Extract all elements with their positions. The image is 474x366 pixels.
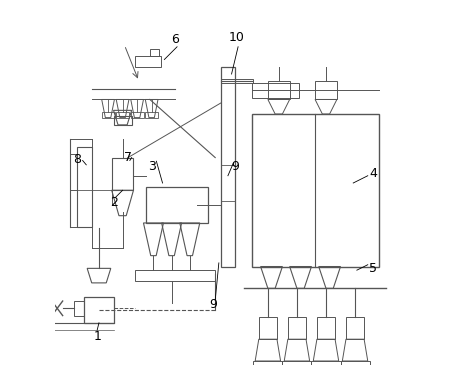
Bar [112, 158, 134, 190]
Text: 6: 6 [171, 33, 179, 46]
Bar [150, 49, 159, 56]
Text: 2: 2 [110, 197, 118, 209]
Bar [283, 361, 311, 366]
Bar [315, 81, 337, 100]
Text: 9: 9 [210, 298, 217, 311]
Bar [252, 83, 299, 98]
Bar [113, 116, 132, 125]
Bar [73, 301, 84, 315]
Text: 1: 1 [93, 330, 101, 343]
Bar [146, 187, 208, 223]
Bar [317, 317, 335, 339]
Bar [340, 361, 370, 366]
Text: 9: 9 [231, 160, 239, 173]
Bar [253, 361, 283, 366]
Bar [221, 79, 253, 83]
Bar [346, 317, 364, 339]
Text: 5: 5 [369, 262, 377, 275]
Bar [252, 114, 379, 266]
Bar [135, 56, 161, 67]
Text: 4: 4 [369, 167, 377, 180]
Bar [116, 112, 129, 117]
Text: 3: 3 [148, 160, 155, 173]
Bar [311, 361, 340, 366]
Bar [101, 112, 115, 117]
Text: 10: 10 [229, 31, 245, 44]
Bar [221, 67, 235, 266]
Bar [84, 298, 113, 323]
Bar [130, 112, 144, 117]
Bar [288, 317, 306, 339]
Bar [135, 270, 215, 281]
Bar [145, 112, 158, 117]
Text: 8: 8 [73, 153, 81, 166]
Bar [268, 81, 290, 100]
Text: 7: 7 [124, 151, 132, 164]
Bar [77, 147, 91, 227]
Bar [259, 317, 277, 339]
